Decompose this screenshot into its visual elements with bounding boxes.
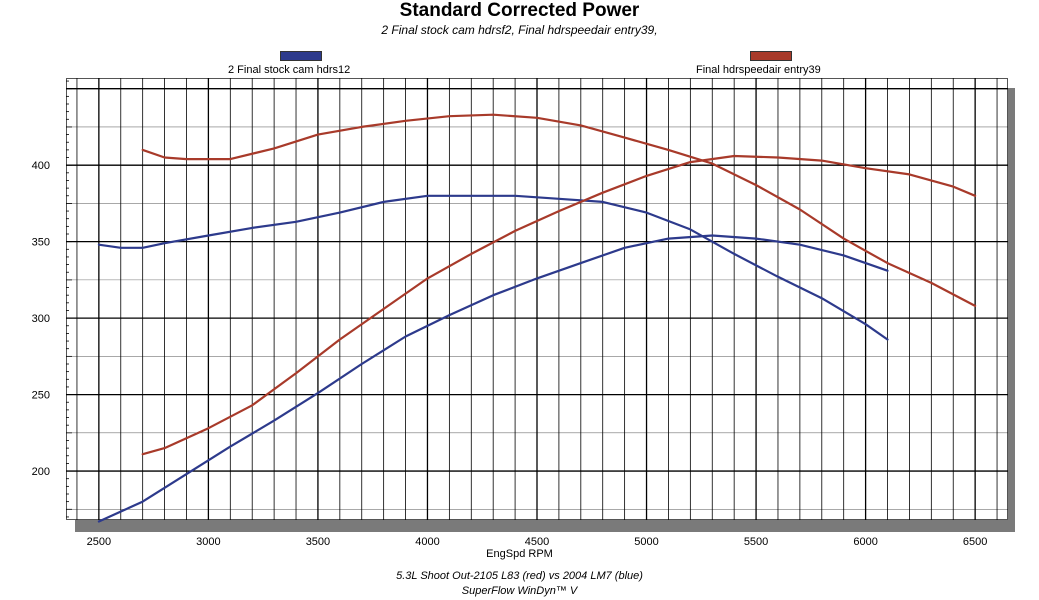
y-tick-label: 400 (32, 160, 50, 172)
chart-subtitle: 2 Final stock cam hdrsf2, Final hdrspeed… (381, 23, 658, 37)
legend-label-speedair: Final hdrspeedair entry39 (696, 64, 821, 76)
caption-comparison: 5.3L Shoot Out-2105 L83 (red) vs 2004 LM… (396, 570, 643, 582)
chart-title: Standard Corrected Power (399, 0, 640, 21)
x-tick-label: 4000 (415, 536, 439, 548)
x-tick-label: 4500 (525, 536, 549, 548)
y-tick-label: 200 (32, 466, 50, 478)
x-tick-label: 5000 (634, 536, 658, 548)
y-tick-label: 300 (32, 313, 50, 325)
x-tick-label: 2500 (87, 536, 111, 548)
x-axis-label: EngSpd RPM (486, 548, 553, 560)
x-tick-label: 3500 (306, 536, 330, 548)
series-line-speedair-hp (141, 154, 977, 456)
series-line-speedair-torque (141, 113, 977, 307)
x-tick-label: 6000 (853, 536, 877, 548)
legend-swatch-stock-cam (280, 51, 322, 61)
x-tick-label: 3000 (196, 536, 220, 548)
x-tick-label: 5500 (744, 536, 768, 548)
x-tick-label: 6500 (963, 536, 987, 548)
legend-swatch-speedair (750, 51, 792, 61)
series-line-stock-cam-hp (97, 234, 889, 523)
series-line-stock-cam-torque (97, 194, 889, 341)
y-tick-label: 350 (32, 237, 50, 249)
y-tick-label: 250 (32, 390, 50, 402)
legend-label-stock-cam: 2 Final stock cam hdrs12 (228, 64, 351, 76)
caption-software: SuperFlow WinDyn™ V (461, 585, 578, 597)
